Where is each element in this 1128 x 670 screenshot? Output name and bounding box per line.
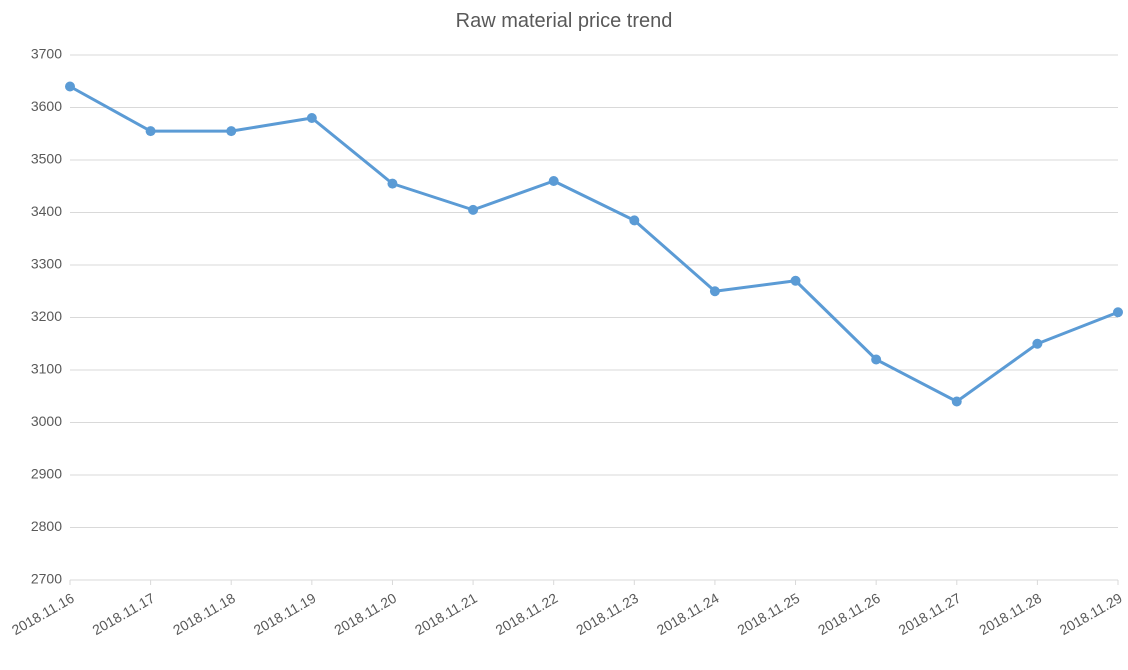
x-tick-label: 2018.11.21 (412, 590, 480, 638)
x-tick-label: 2018.11.26 (815, 590, 883, 638)
data-point (629, 215, 639, 225)
data-point (952, 397, 962, 407)
y-tick-label: 3700 (31, 46, 62, 62)
y-tick-label: 3300 (31, 256, 62, 272)
data-point (549, 176, 559, 186)
x-tick-label: 2018.11.27 (896, 590, 964, 638)
data-point (1032, 339, 1042, 349)
x-tick-label: 2018.11.19 (251, 590, 319, 638)
data-point (226, 126, 236, 136)
x-tick-label: 2018.11.17 (90, 590, 158, 638)
data-point (468, 205, 478, 215)
y-tick-label: 2900 (31, 466, 62, 482)
x-tick-label: 2018.11.24 (654, 590, 722, 638)
x-tick-label: 2018.11.29 (1057, 590, 1125, 638)
chart-container: Raw material price trend 2700 2800 2900 300… (0, 0, 1128, 670)
data-point (387, 179, 397, 189)
line-chart: 2700 2800 2900 3000 3100 3200 3300 3400 3500 3600… (0, 0, 1128, 670)
data-point (65, 82, 75, 92)
x-tick-label: 2018.11.25 (734, 590, 802, 638)
data-point (1113, 307, 1123, 317)
data-point (710, 286, 720, 296)
y-tick-label: 3400 (31, 203, 62, 219)
y-tick-label: 3600 (31, 98, 62, 114)
y-tick-label: 3200 (31, 308, 62, 324)
y-tick-label: 2700 (31, 571, 62, 587)
chart-title: Raw material price trend (0, 10, 1128, 33)
x-tick-label: 2018.11.20 (331, 590, 399, 638)
y-tick-label: 2800 (31, 518, 62, 534)
y-tick-label: 3000 (31, 413, 62, 429)
data-point (307, 113, 317, 123)
x-tick-label: 2018.11.18 (170, 590, 238, 638)
chart-title-text: Raw material price trend (456, 10, 673, 32)
x-tick-label: 2018.11.23 (573, 590, 641, 638)
data-point (791, 276, 801, 286)
data-point (146, 126, 156, 136)
x-tick-label: 2018.11.22 (493, 590, 561, 638)
y-tick-label: 3100 (31, 361, 62, 377)
x-tick-label: 2018.11.16 (9, 590, 77, 638)
y-tick-label: 3500 (31, 151, 62, 167)
data-point (871, 355, 881, 365)
x-tick-label: 2018.11.28 (976, 590, 1044, 638)
